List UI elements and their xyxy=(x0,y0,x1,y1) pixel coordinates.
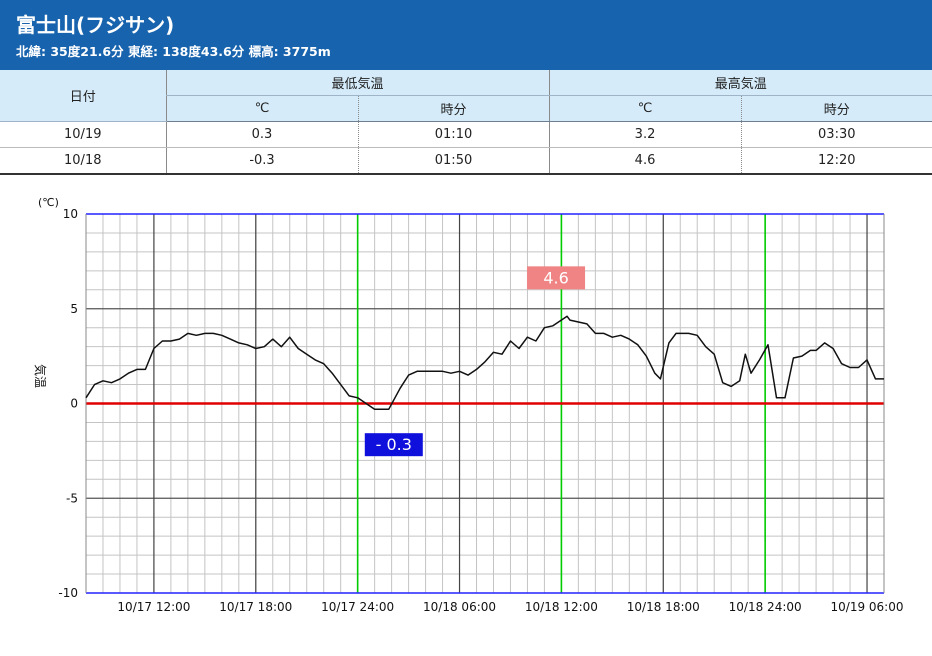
row-min-temp: -0.3 xyxy=(165,147,358,175)
y-tick-label: -10 xyxy=(58,586,78,600)
x-tick-label: 10/18 18:00 xyxy=(627,600,700,614)
y-tick-label: -5 xyxy=(66,491,78,505)
x-tick-label: 10/17 24:00 xyxy=(321,600,394,614)
row-max-time: 12:20 xyxy=(740,147,932,175)
table-row: 10/18 -0.3 01:50 4.6 12:20 xyxy=(0,147,932,175)
x-tick-label: 10/18 12:00 xyxy=(525,600,598,614)
max-temp-group-header: 最高気温 xyxy=(548,70,932,96)
y-tick-label: 10 xyxy=(63,207,78,221)
y-tick-label: 0 xyxy=(70,397,78,411)
max-unit-header: ℃ xyxy=(548,95,742,122)
temperature-chart-svg: 4.6 - 0.3 10 5 0 -5 -10 10/17 12:00 10/17 18:00… xyxy=(33,196,904,614)
x-tick-label: 10/17 18:00 xyxy=(219,600,292,614)
y-unit-label: (℃) xyxy=(38,196,59,209)
x-tick-label: 10/18 24:00 xyxy=(729,600,802,614)
max-value-label: 4.6 xyxy=(543,268,568,287)
temperature-series-line xyxy=(85,315,884,410)
station-title: 富士山(フジサン) xyxy=(16,13,175,37)
station-coordinates: 北緯: 35度21.6分 東経: 138度43.6分 標高: 3775m xyxy=(16,44,331,59)
annotation-layer: 4.6 - 0.3 xyxy=(364,266,586,457)
min-value-label: - 0.3 xyxy=(376,435,412,454)
row-date: 10/18 xyxy=(0,147,166,175)
table-row: 10/19 0.3 01:10 3.2 03:30 xyxy=(0,121,932,148)
min-value-label-box xyxy=(364,433,423,457)
axis-labels: 10 5 0 -5 -10 10/17 12:00 10/17 18:00 10/17 24:… xyxy=(33,196,904,614)
row-max-temp: 4.6 xyxy=(548,147,742,175)
date-header: 日付 xyxy=(0,70,166,122)
row-max-time: 03:30 xyxy=(740,121,932,148)
y-axis-label: 気温 xyxy=(33,364,48,388)
max-time-header: 時分 xyxy=(740,95,932,122)
row-min-time: 01:50 xyxy=(357,147,550,175)
y-tick-label: 5 xyxy=(70,302,78,316)
x-tick-label: 10/19 06:00 xyxy=(831,600,904,614)
station-header: 富士山(フジサン) 北緯: 35度21.6分 東経: 138度43.6分 標高:… xyxy=(0,0,932,70)
row-max-temp: 3.2 xyxy=(548,121,742,148)
temperature-chart: 4.6 - 0.3 10 5 0 -5 -10 10/17 12:00 10/17 18:00… xyxy=(0,180,932,652)
row-date: 10/19 xyxy=(0,121,166,148)
min-max-table: 日付 最低気温 最高気温 ℃ 時分 ℃ 時分 10/19 0.3 01:10 3… xyxy=(0,70,932,175)
series-layer xyxy=(85,315,884,410)
min-time-header: 時分 xyxy=(357,95,550,122)
max-value-label-box xyxy=(527,266,586,290)
x-tick-label: 10/17 12:00 xyxy=(117,600,190,614)
row-min-time: 01:10 xyxy=(357,121,550,148)
row-min-temp: 0.3 xyxy=(165,121,358,148)
plot-frame xyxy=(85,213,885,594)
min-unit-header: ℃ xyxy=(165,95,358,122)
x-tick-label: 10/18 06:00 xyxy=(423,600,496,614)
min-temp-group-header: 最低気温 xyxy=(165,70,550,96)
major-grid xyxy=(86,214,884,593)
